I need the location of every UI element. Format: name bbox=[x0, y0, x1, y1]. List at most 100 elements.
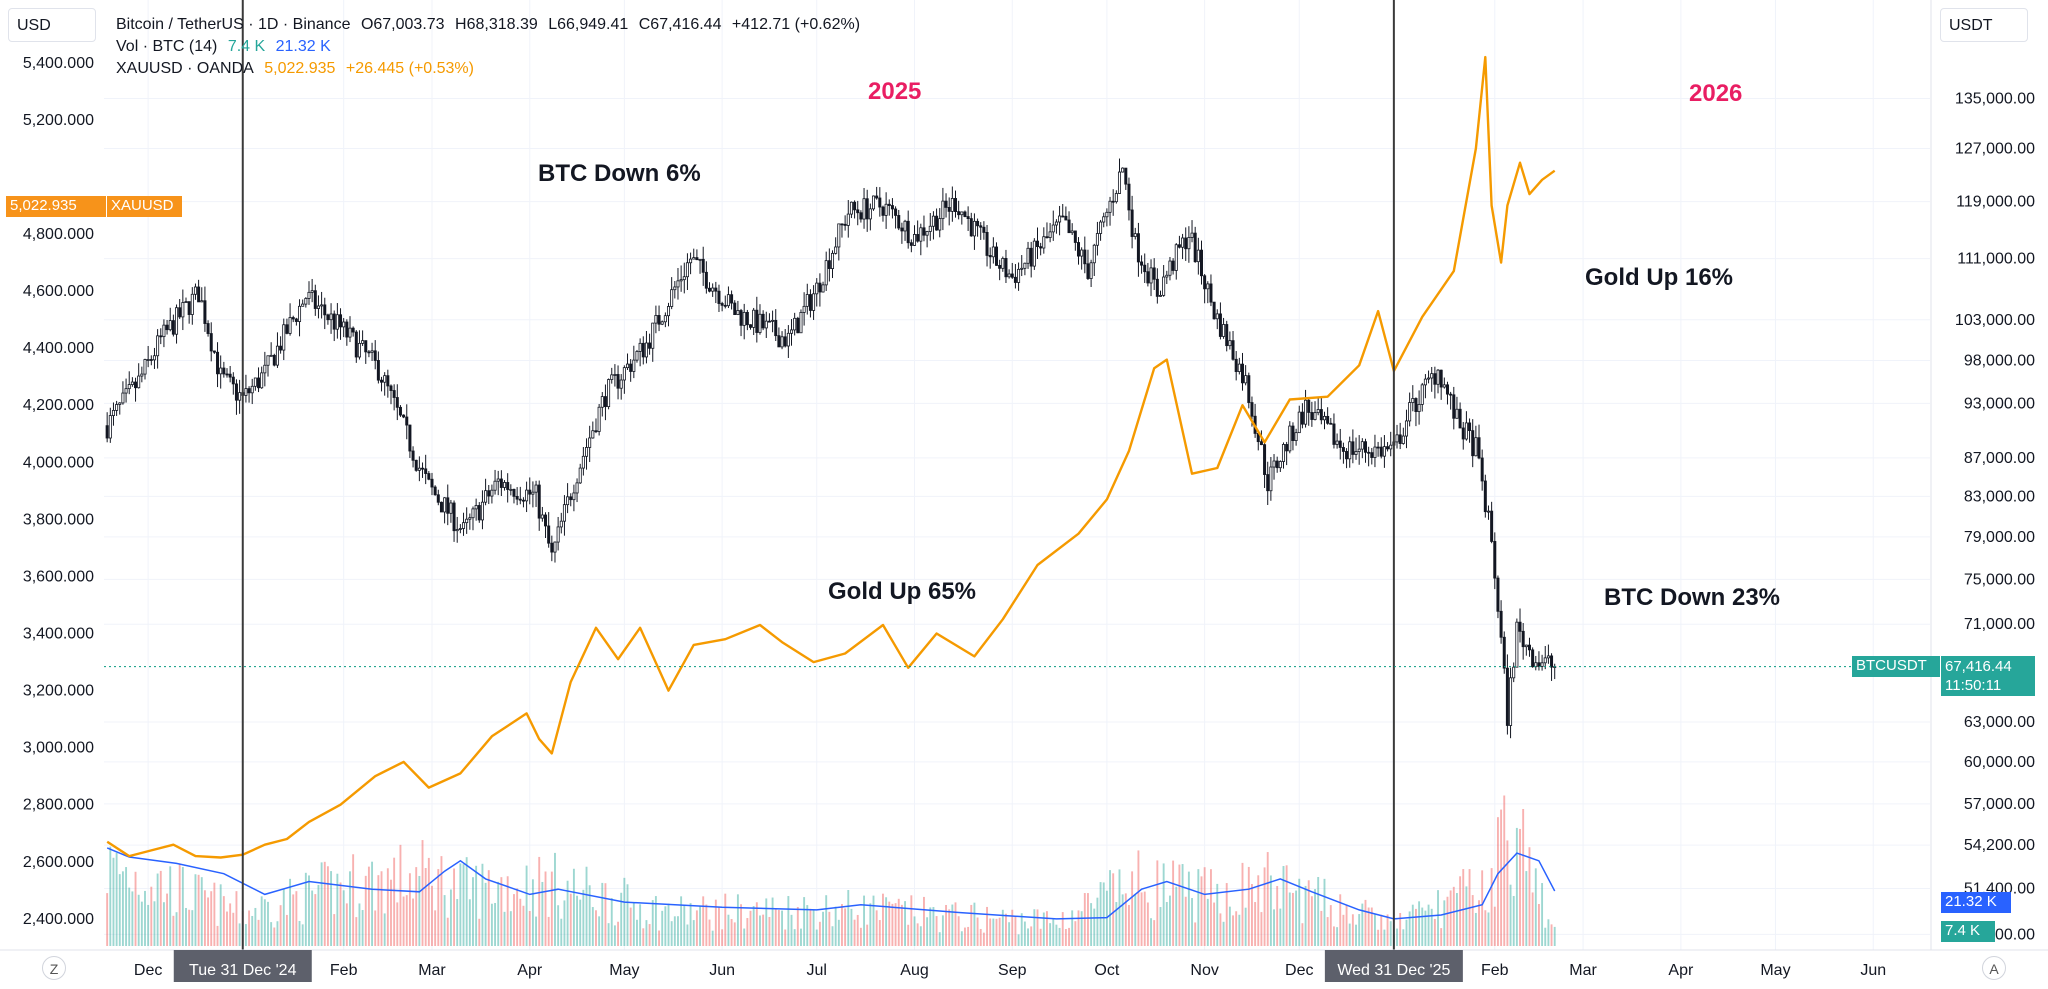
btc-candle-body bbox=[1322, 415, 1326, 421]
btc-candle-body bbox=[446, 497, 450, 514]
btc-candle-body bbox=[518, 498, 522, 501]
btc-candle-body bbox=[1461, 427, 1465, 440]
volume-bar bbox=[140, 901, 143, 946]
btc-candle-body bbox=[137, 375, 141, 389]
volume-bar bbox=[557, 905, 560, 946]
btc-candle-body bbox=[1004, 258, 1008, 278]
btc-candle-body bbox=[635, 351, 639, 361]
volume-bar bbox=[415, 867, 418, 946]
btc-candle-body bbox=[796, 317, 800, 334]
btc-candle-body bbox=[1512, 666, 1516, 679]
btc-candle-body bbox=[496, 478, 500, 482]
btc-candle-body bbox=[1218, 313, 1222, 337]
volume-bar bbox=[1093, 908, 1096, 946]
volume-bar bbox=[1140, 892, 1143, 946]
btc-candle-body bbox=[1017, 268, 1021, 283]
btc-candle-body bbox=[329, 313, 333, 321]
btc-candle-body bbox=[764, 320, 768, 329]
volume-bar bbox=[1544, 927, 1547, 946]
btc-candle-body bbox=[1502, 636, 1506, 669]
btc-candle-body bbox=[477, 505, 481, 521]
btc-candle-body bbox=[1187, 237, 1191, 250]
legend-vol-row[interactable]: Vol · BTC (14) 7.4 K 21.32 K bbox=[116, 36, 866, 58]
volume-bar bbox=[708, 919, 711, 946]
btc-candle-body bbox=[894, 208, 898, 216]
volume-bar bbox=[1194, 922, 1197, 946]
btc-candle-body bbox=[398, 406, 402, 416]
right-axis-tick-label: 119,000.00 bbox=[1956, 194, 2035, 211]
legend-vol-value: 7.4 K bbox=[227, 38, 266, 55]
time-axis-tick-label: Dec bbox=[134, 962, 162, 979]
btc-candle-body bbox=[928, 225, 932, 232]
gold-up-65-annotation: Gold Up 65% bbox=[828, 578, 976, 605]
volume-bar bbox=[1181, 864, 1184, 946]
btc-candle-body bbox=[1474, 437, 1478, 457]
btc-candle-body bbox=[285, 324, 289, 334]
log-scale-button[interactable]: Z bbox=[42, 956, 66, 980]
btc-candle-body bbox=[556, 526, 560, 543]
btc-candle-body bbox=[916, 234, 920, 242]
btc-candle-body bbox=[1051, 224, 1055, 233]
volume-bar bbox=[263, 899, 266, 946]
left-axis-tick-label: 4,400.000 bbox=[23, 340, 94, 357]
btc-candle-body bbox=[149, 359, 153, 361]
time-axis-tick-label: Jun bbox=[709, 962, 735, 979]
volume-bar bbox=[405, 895, 408, 946]
volume-bar bbox=[509, 911, 512, 946]
btc-candle-body bbox=[361, 340, 365, 344]
right-currency-selector[interactable]: USDT bbox=[1940, 8, 2028, 42]
volume-bar bbox=[434, 910, 437, 946]
volume-bar bbox=[367, 866, 370, 946]
volume-bar bbox=[572, 868, 575, 946]
btc-candle-body bbox=[487, 490, 491, 497]
volume-bar bbox=[336, 873, 339, 946]
btc-candle-body bbox=[455, 529, 459, 532]
volume-bar bbox=[910, 895, 913, 946]
btc-candle-body bbox=[168, 320, 172, 331]
right-axis-tick-label: 83,000.00 bbox=[1964, 488, 2035, 505]
time-axis-tick-label: Dec bbox=[1285, 962, 1313, 979]
btc-candle-body bbox=[698, 258, 702, 261]
auto-scale-button[interactable]: A bbox=[1982, 956, 2006, 980]
volume-bar bbox=[891, 903, 894, 946]
btc-candle-body bbox=[493, 480, 497, 491]
volume-bar bbox=[1071, 910, 1074, 946]
volume-bar bbox=[1427, 904, 1430, 946]
btc-candle-body bbox=[1026, 247, 1030, 264]
volume-bar bbox=[1087, 893, 1089, 946]
volume-bar bbox=[1370, 907, 1373, 946]
btc-candle-body bbox=[1335, 440, 1339, 445]
volume-bar bbox=[1515, 827, 1518, 946]
volume-bar bbox=[1200, 876, 1203, 946]
volume-bar bbox=[267, 901, 269, 946]
btc-candle-body bbox=[840, 223, 844, 226]
legend-btc-row[interactable]: Bitcoin / TetherUS · 1D · Binance O67,00… bbox=[116, 14, 866, 36]
volume-bar bbox=[1244, 907, 1247, 946]
btc-candle-body bbox=[758, 313, 762, 333]
btc-candle-body bbox=[373, 350, 377, 361]
volume-bar bbox=[1039, 928, 1042, 946]
volume-bar bbox=[714, 899, 717, 946]
btc-candle-body bbox=[178, 307, 182, 318]
volume-bar bbox=[525, 865, 528, 946]
btc-candle-body bbox=[544, 514, 548, 527]
left-currency-selector[interactable]: USD bbox=[8, 8, 96, 42]
volume-bar bbox=[1001, 909, 1004, 946]
volume-bar bbox=[342, 890, 345, 946]
btc-candle-body bbox=[506, 482, 510, 490]
btc-candle-body bbox=[1288, 425, 1292, 452]
volume-bar bbox=[544, 871, 547, 946]
btc-candle-body bbox=[853, 201, 857, 211]
volume-bar bbox=[1430, 908, 1433, 946]
volume-bar bbox=[995, 918, 998, 946]
right-axis-tick-label: 60,000.00 bbox=[1964, 754, 2035, 771]
legend-btc-low: L66,949.41 bbox=[548, 16, 629, 33]
volume-bar bbox=[623, 877, 626, 946]
btc-candle-body bbox=[143, 359, 147, 375]
volume-bar bbox=[560, 918, 563, 946]
legend-xau-row[interactable]: XAUUSD · OANDA 5,022.935 +26.445 (+0.53%… bbox=[116, 58, 866, 80]
btc-candle-body bbox=[380, 379, 384, 383]
volume-bar bbox=[566, 880, 569, 946]
volume-bar bbox=[1414, 908, 1417, 946]
